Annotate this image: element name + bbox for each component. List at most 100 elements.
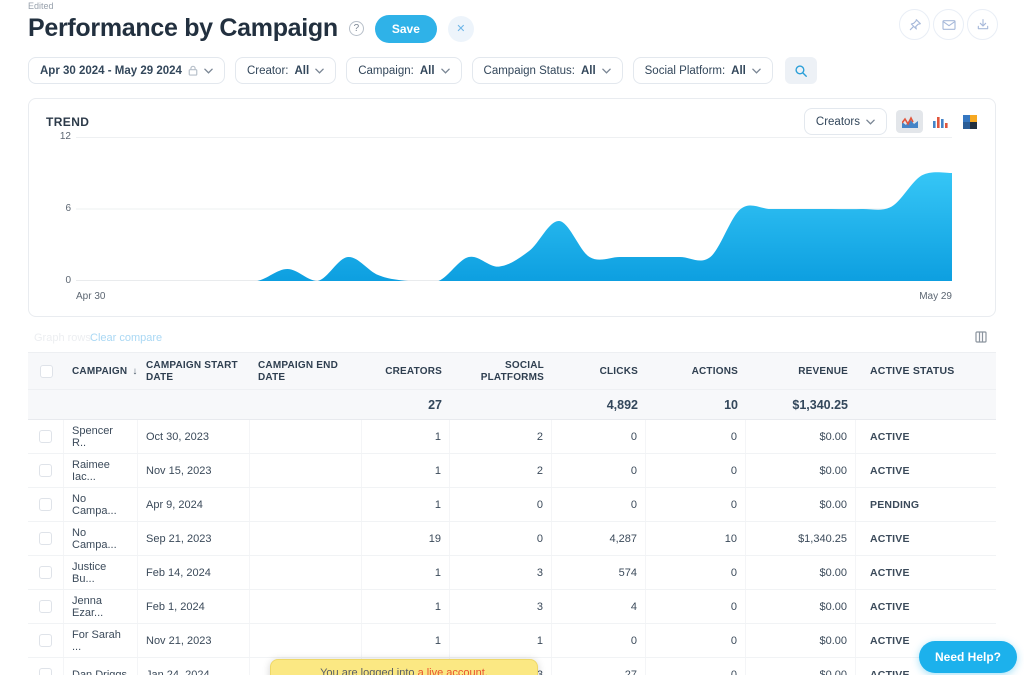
download-button[interactable] <box>967 9 998 40</box>
trend-chart[interactable] <box>76 137 952 281</box>
revenue-cell: $1,340.25 <box>746 522 856 555</box>
column-header-actions[interactable]: ACTIONS <box>691 365 738 377</box>
area-chart-toggle[interactable] <box>896 110 923 133</box>
creators-cell: 1 <box>362 454 450 487</box>
filter-value: All <box>419 64 435 77</box>
filter-value: All <box>731 64 746 77</box>
table-row[interactable]: For Sarah ... Nov 21, 2023 1 1 0 0 $0.00… <box>28 624 996 658</box>
campaign-cell[interactable]: Jenna Ezar... <box>64 590 138 623</box>
table-body: Spencer R.. Oct 30, 2023 1 2 0 0 $0.00 A… <box>28 420 996 675</box>
revenue-cell: $0.00 <box>746 590 856 623</box>
column-settings-button[interactable] <box>975 331 987 346</box>
close-button[interactable]: ✕ <box>447 15 474 42</box>
column-header-active-status[interactable]: ACTIVE STATUS <box>870 365 955 378</box>
table-row[interactable]: No Campa... Sep 21, 2023 19 0 4,287 10 $… <box>28 522 996 556</box>
column-header-campaign[interactable]: CAMPAIGN ↓ <box>72 365 138 377</box>
campaign-cell[interactable]: Dan Driggs <box>64 658 138 675</box>
campaign-cell[interactable]: Raimee Iac... <box>64 454 138 487</box>
summary-revenue: $1,340.25 <box>792 397 848 412</box>
clicks-cell: 27 <box>552 658 646 675</box>
select-all-checkbox[interactable] <box>39 364 53 378</box>
row-checkbox[interactable] <box>39 566 52 579</box>
creators-cell: 1 <box>362 624 450 657</box>
row-checkbox[interactable] <box>39 498 52 511</box>
row-checkbox[interactable] <box>39 668 52 675</box>
creators-cell: 1 <box>362 590 450 623</box>
status-cell: ACTIVE <box>870 668 910 675</box>
social-platform-filter[interactable]: Social Platform: All <box>632 57 773 84</box>
mosaic-chart-icon <box>962 114 977 129</box>
header-action-icons <box>899 9 998 40</box>
table-row[interactable]: Justice Bu... Feb 14, 2024 1 3 574 0 $0.… <box>28 556 996 590</box>
compare-bar: Graph rows Clear compare <box>28 330 996 347</box>
actions-cell: 0 <box>646 658 746 675</box>
social-platforms-cell: 3 <box>450 590 552 623</box>
mail-button[interactable] <box>933 9 964 40</box>
trend-card: TREND Creators <box>28 98 996 317</box>
pin-icon <box>909 18 921 30</box>
help-icon[interactable]: ? <box>348 21 364 36</box>
status-cell: ACTIVE <box>870 532 910 545</box>
end-date-cell <box>250 556 362 589</box>
revenue-cell: $0.00 <box>746 624 856 657</box>
column-header-end-date[interactable]: CAMPAIGN END DATE <box>258 359 338 384</box>
column-header-revenue[interactable]: REVENUE <box>798 365 848 377</box>
social-platforms-cell: 3 <box>450 658 552 675</box>
need-help-button[interactable]: Need Help? <box>918 641 1017 673</box>
live-account-toast: You are logged into a live account. <box>270 659 538 675</box>
start-date-cell: Jan 24, 2024 <box>138 658 250 675</box>
date-range-value: Apr 30 2024 - May 29 2024 <box>40 64 182 77</box>
end-date-cell <box>250 420 362 453</box>
bar-chart-toggle[interactable] <box>926 110 953 133</box>
campaign-status-filter[interactable]: Campaign Status: All <box>471 57 623 84</box>
campaign-cell[interactable]: For Sarah ... <box>64 624 138 657</box>
page-header: Edited Performance by Campaign ? Save ✕ <box>0 1 1024 43</box>
actions-cell: 0 <box>646 488 746 521</box>
row-checkbox[interactable] <box>39 430 52 443</box>
filter-value: All <box>580 64 596 77</box>
column-header-clicks[interactable]: CLICKS <box>599 365 638 377</box>
campaign-cell[interactable]: No Campa... <box>64 522 138 555</box>
campaign-cell[interactable]: No Campa... <box>64 488 138 521</box>
row-checkbox[interactable] <box>39 532 52 545</box>
row-checkbox[interactable] <box>39 600 52 613</box>
chevron-down-icon <box>315 68 324 74</box>
clear-compare-link[interactable]: Clear compare <box>90 332 163 344</box>
table-summary-row: 27 4,892 10 $1,340.25 <box>28 390 996 420</box>
toast-text: You are logged into <box>320 667 418 675</box>
status-cell: ACTIVE <box>870 634 910 647</box>
column-header-start-date[interactable]: CAMPAIGN START DATE <box>146 359 238 384</box>
chevron-down-icon <box>601 68 611 74</box>
status-cell: ACTIVE <box>870 430 910 443</box>
social-platforms-cell: 2 <box>450 420 552 453</box>
campaign-cell[interactable]: Spencer R.. <box>64 420 138 453</box>
campaign-filter[interactable]: Campaign: All <box>346 57 462 84</box>
creator-filter[interactable]: Creator: All <box>234 57 337 84</box>
date-range-filter[interactable]: Apr 30 2024 - May 29 2024 <box>28 57 225 84</box>
creators-cell: 19 <box>362 522 450 555</box>
social-platforms-cell: 2 <box>450 454 552 487</box>
mail-icon <box>941 19 956 30</box>
column-header-social-platforms[interactable]: SOCIAL PLATFORMS <box>480 359 544 384</box>
toast-highlight-text: a live account. <box>417 667 488 675</box>
table-row[interactable]: No Campa... Apr 9, 2024 1 0 0 0 $0.00 PE… <box>28 488 996 522</box>
table-row[interactable]: Raimee Iac... Nov 15, 2023 1 2 0 0 $0.00… <box>28 454 996 488</box>
column-header-creators[interactable]: CREATORS <box>385 365 442 377</box>
metric-selector[interactable]: Creators <box>803 108 887 135</box>
chevron-down-icon <box>440 68 450 74</box>
table-row[interactable]: Spencer R.. Oct 30, 2023 1 2 0 0 $0.00 A… <box>28 420 996 454</box>
creators-cell: 1 <box>362 420 450 453</box>
row-checkbox[interactable] <box>39 634 52 647</box>
mosaic-chart-toggle[interactable] <box>956 110 983 133</box>
pin-button[interactable] <box>899 9 930 40</box>
start-date-cell: Nov 15, 2023 <box>138 454 250 487</box>
clicks-cell: 0 <box>552 454 646 487</box>
summary-clicks: 4,892 <box>606 397 638 412</box>
end-date-cell <box>250 522 362 555</box>
table-row[interactable]: Jenna Ezar... Feb 1, 2024 1 3 4 0 $0.00 … <box>28 590 996 624</box>
campaign-cell[interactable]: Justice Bu... <box>64 556 138 589</box>
search-button[interactable] <box>784 57 817 84</box>
chart-type-toggle <box>896 110 983 133</box>
save-button[interactable]: Save <box>374 14 437 43</box>
row-checkbox[interactable] <box>39 464 52 477</box>
